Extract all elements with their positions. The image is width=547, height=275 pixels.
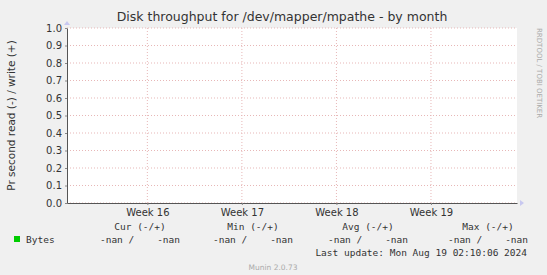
grid-line (67, 168, 517, 169)
y-tick: 0.1 (46, 180, 67, 191)
grid-line (67, 150, 517, 151)
x-tick-label: Week 16 (126, 207, 169, 218)
y-tick-mark (65, 81, 67, 82)
y-tick-label: 0.3 (46, 145, 62, 156)
y-tick: 0.0 (46, 198, 67, 209)
grid-line (67, 133, 517, 134)
stats-value: -nan / -nan (100, 234, 180, 245)
y-tick-label: 0.2 (46, 163, 62, 174)
legend-label: Bytes (26, 234, 55, 245)
x-tick-label: Week 19 (410, 207, 453, 218)
chart: Week 16 Week 17 Week 18 Week 19 0.0 0.1 0.2 0.3… (0, 0, 547, 275)
y-axis-title: Pr second read (-) / write (+) (5, 40, 17, 191)
y-tick: 1.0 (46, 23, 67, 34)
y-tick-mark (65, 98, 67, 99)
y-axis-line (67, 29, 68, 204)
plot-area (67, 28, 517, 203)
y-tick-mark (65, 151, 67, 152)
y-tick: 0.4 (46, 128, 67, 139)
y-arrow (64, 21, 70, 25)
grid-line (67, 203, 517, 204)
y-tick-mark (65, 203, 67, 204)
title: Disk throughput for /dev/mapper/mpathe -… (117, 9, 448, 24)
grid-line (147, 28, 148, 203)
y-tick: 0.6 (46, 93, 67, 104)
y-tick: 0.9 (46, 40, 67, 51)
y-tick: 0.3 (46, 145, 67, 156)
background (0, 0, 547, 275)
x-tick-mark (431, 203, 432, 205)
stats-header: Max (-/+) (462, 221, 513, 232)
y-tick-label: 0.4 (46, 128, 62, 139)
y-tick-mark (65, 46, 67, 47)
y-tick-mark (65, 116, 67, 117)
y-tick-mark (65, 168, 67, 169)
y-tick-mark (65, 28, 67, 29)
grid-line (67, 80, 517, 81)
y-tick: 0.8 (46, 58, 67, 69)
side-label: RRDTOOL / TOBI OETIKER (535, 28, 543, 118)
stats-value: -nan / -nan (448, 234, 528, 245)
grid-line (67, 45, 517, 46)
y-tick-label: 0.9 (46, 40, 62, 51)
y-tick: 0.5 (46, 110, 67, 121)
grid-line (67, 185, 517, 186)
x-tick-label: Week 17 (221, 207, 264, 218)
y-tick-mark (65, 63, 67, 64)
grid-line (67, 63, 517, 64)
stats-header: Cur (-/+) (114, 221, 165, 232)
x-tick: Week 19 (410, 203, 453, 218)
y-tick-label: 0.0 (46, 198, 62, 209)
credit: Munin 2.0.73 (248, 263, 297, 272)
stats-header: Avg (-/+) (342, 221, 393, 232)
grid-line (241, 28, 242, 203)
x-tick: Week 17 (221, 203, 264, 218)
y-tick-label: 0.6 (46, 93, 62, 104)
y-axis: 0.0 0.1 0.2 0.3 0.4 0.5 0.6 0.7 0.8 0.9 1.0 (46, 23, 67, 209)
x-axis-line (68, 203, 518, 204)
y-tick-label: 0.5 (46, 110, 62, 121)
y-tick-mark (65, 186, 67, 187)
grid (67, 28, 517, 203)
x-tick-mark (242, 203, 243, 205)
stats-header: Min (-/+) (227, 221, 278, 232)
grid-line (67, 28, 517, 29)
y-tick: 0.7 (46, 75, 67, 86)
x-tick: Week 16 (126, 203, 169, 218)
y-tick-label: 0.8 (46, 58, 62, 69)
stats-value: -nan / -nan (213, 234, 293, 245)
grid-line (67, 98, 517, 99)
x-arrow (520, 200, 524, 206)
x-tick-label: Week 18 (315, 207, 358, 218)
grid-line (430, 28, 431, 203)
last-update: Last update: Mon Aug 19 02:10:06 2024 (315, 247, 527, 258)
y-tick-label: 1.0 (46, 23, 62, 34)
y-tick-label: 0.7 (46, 75, 62, 86)
grid-line (67, 115, 517, 116)
x-tick-mark (336, 203, 337, 205)
y-tick-mark (65, 133, 67, 134)
stats-value: -nan / -nan (328, 234, 408, 245)
x-axis: Week 16 Week 17 Week 18 Week 19 (68, 203, 518, 218)
x-tick: Week 18 (315, 203, 358, 218)
grid-line (336, 28, 337, 203)
y-tick: 0.2 (46, 163, 67, 174)
x-tick-mark (147, 203, 148, 205)
y-tick-label: 0.1 (46, 180, 62, 191)
legend-swatch (14, 236, 20, 242)
